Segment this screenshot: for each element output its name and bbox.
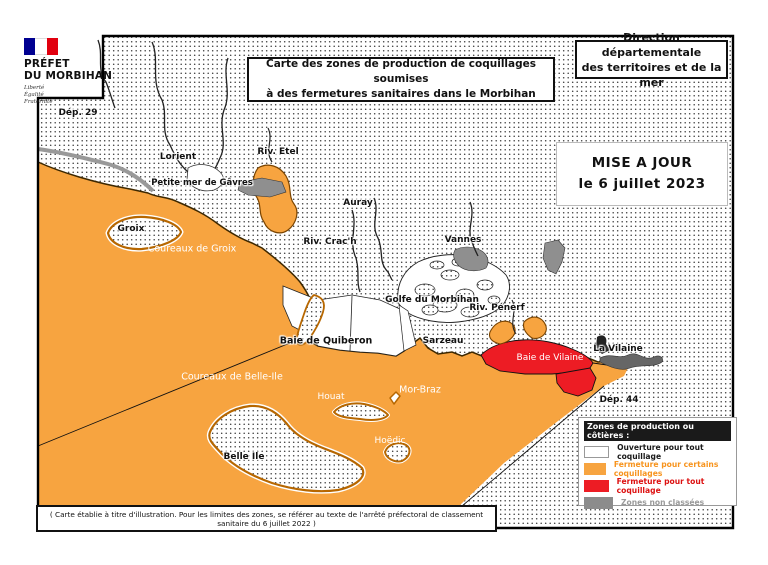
direction-box: Direction départementale des territoires…: [575, 31, 728, 89]
legend-item-closed-some: Fermeture pour certains coquillages: [584, 460, 731, 478]
direction-line1: Direction départementale: [601, 30, 702, 59]
label-groix: Groix: [117, 224, 145, 234]
label-petite-mer-gavres: Petite mer de Gâvres: [151, 178, 253, 188]
label-coureaux-belle-ile: Coureaux de Belle-Ile: [181, 371, 283, 383]
label-la-vilaine: La Vilaine: [593, 344, 643, 354]
french-flag-icon: [24, 38, 58, 55]
label-houat: Houat: [317, 392, 345, 402]
caption-note: ( Carte établie à titre d'illustration. …: [49, 509, 484, 528]
logo-prefet-text: PRÉFET: [24, 58, 70, 70]
label-baie-quiberon: Baie de Quiberon: [279, 335, 373, 347]
label-sarzeau: Sarzeau: [422, 336, 464, 346]
direction-line2: des territoires et de la mer: [581, 60, 722, 89]
label-coureaux-groix: Coureaux de Groix: [147, 243, 237, 255]
label-dep-44: Dép. 44: [599, 395, 639, 405]
label-auray: Auray: [343, 198, 373, 208]
legend-swatch-open: [584, 445, 610, 458]
label-vannes: Vannes: [444, 235, 482, 245]
logo-motto: Liberté Égalité Fraternité: [24, 85, 53, 105]
legend-item-closed-all: Fermeture pour tout coquillage: [584, 477, 731, 495]
label-mor-braz: Mor-Braz: [399, 384, 441, 396]
legend-title: Zones de production ou côtières :: [584, 421, 731, 441]
prefet-morbihan-logo: PRÉFET DU MORBIHAN Liberté Égalité Frate…: [24, 38, 119, 106]
label-baie-vilaine: Baie de Vilaine: [516, 353, 584, 363]
label-lorient: Lorient: [159, 152, 197, 162]
update-line2: le 6 juillet 2023: [578, 176, 706, 192]
legend: Zones de production ou côtières : Ouvert…: [578, 417, 737, 509]
label-riv-etel: Riv. Etel: [257, 147, 299, 157]
label-riv-crach: Riv. Crac'h: [303, 237, 357, 247]
map-title-line2: à des fermetures sanitaires dans le Morb…: [266, 88, 536, 100]
map-title-line1: Carte des zones de production de coquill…: [265, 58, 536, 85]
legend-item-open: Ouverture pour tout coquillage: [584, 443, 731, 461]
legend-swatch-unclassified: [584, 496, 613, 509]
legend-item-unclassified: Zones non classées: [584, 494, 731, 511]
logo-morbihan-text: DU MORBIHAN: [24, 70, 113, 82]
caption-box: ( Carte établie à titre d'illustration. …: [36, 505, 497, 532]
map-title-box: Carte des zones de production de coquill…: [247, 57, 555, 102]
label-dep-29: Dép. 29: [58, 108, 98, 118]
label-golfe-morbihan: Golfe du Morbihan: [385, 295, 479, 305]
label-belle-ile: Belle Ile: [223, 452, 265, 462]
legend-swatch-closed-some: [584, 462, 606, 475]
update-line1: MISE A JOUR: [591, 155, 693, 171]
label-riv-penerf: Riv. Pénerf: [469, 303, 525, 313]
legend-swatch-closed-all: [584, 479, 609, 492]
label-hoedic: Hoëdic: [374, 436, 406, 446]
update-date-box: MISE A JOUR le 6 juillet 2023: [556, 142, 728, 206]
